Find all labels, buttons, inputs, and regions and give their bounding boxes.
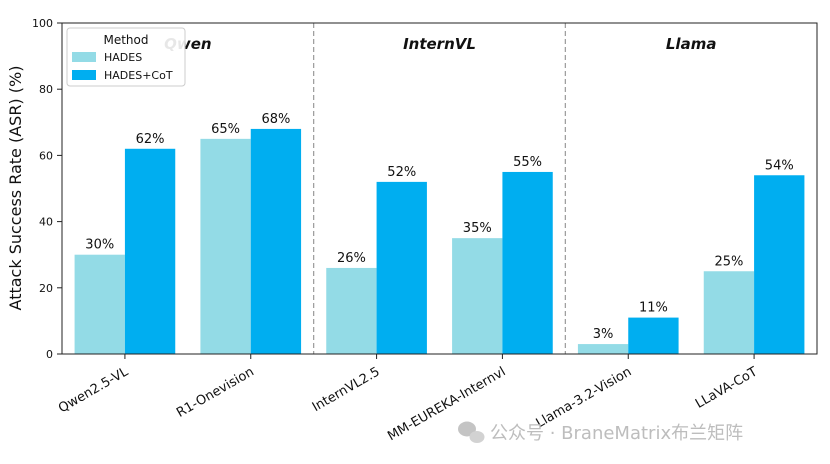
bar-hades-cot-llama-3-2-vision <box>628 317 679 354</box>
bar-hades-internvl2-5 <box>326 267 377 354</box>
bar-hades-cot-qwen2-5-vl <box>124 148 176 354</box>
data-label-hades-cot-qwen2-5-vl: 62% <box>136 132 165 147</box>
legend-swatch-hades-cot <box>72 70 96 80</box>
data-label-hades-llava-cot: 25% <box>714 254 743 269</box>
x-tick-label: Qwen2.5-VL <box>56 364 132 416</box>
plot-frame <box>61 22 818 355</box>
data-label-hades-cot-llama-3-2-vision: 11% <box>639 301 668 316</box>
group-title-llama: Llama <box>666 35 717 53</box>
legend-label-hades: HADES <box>104 51 142 64</box>
watermark-text: 公众号 · BraneMatrix布兰矩阵 <box>490 423 743 444</box>
bar-hades-r1-onevision <box>200 138 251 354</box>
bar-hades-cot-internvl2-5 <box>376 181 427 354</box>
y-tick-label: 20 <box>39 282 53 295</box>
data-label-hades-cot-internvl2-5: 52% <box>387 165 416 180</box>
group-title-internvl: InternVL <box>403 35 476 53</box>
legend-label-hades-cot: HADES+CoT <box>104 69 173 82</box>
bar-hades-mm-eureka-internvl <box>452 238 503 354</box>
bar-hades-llava-cot <box>703 271 755 354</box>
watermark: 公众号 · BraneMatrix布兰矩阵 <box>458 421 743 444</box>
legend: Method HADES HADES+CoT <box>66 27 186 87</box>
data-label-hades-internvl2-5: 26% <box>337 251 366 266</box>
x-tick-label: R1-Onevision <box>174 364 257 420</box>
data-label-hades-mm-eureka-internvl: 35% <box>463 221 492 236</box>
y-tick-label: 0 <box>46 348 53 361</box>
data-label-hades-r1-onevision: 65% <box>211 122 240 137</box>
y-tick-label: 80 <box>39 83 53 96</box>
x-tick-label: LLaVA-CoT <box>693 364 760 411</box>
group-titles: Qwen InternVL Llama <box>164 35 716 53</box>
legend-title: Method <box>103 33 148 47</box>
bar-hades-qwen2-5-vl <box>74 254 125 354</box>
legend-box <box>66 27 186 87</box>
group-separators <box>313 23 566 354</box>
data-label-hades-llama-3-2-vision: 3% <box>593 327 614 342</box>
data-label-hades-qwen2-5-vl: 30% <box>85 238 114 253</box>
wechat-icon <box>458 421 485 443</box>
y-axis-title: Attack Success Rate (ASR) (%) <box>6 66 25 311</box>
bar-hades-llama-3-2-vision <box>577 344 629 354</box>
x-tick-label: InternVL2.5 <box>310 364 383 415</box>
y-tick-label: 60 <box>39 149 53 162</box>
x-tick-label: Llama-3.2-Vision <box>534 364 635 431</box>
data-label-hades-cot-llava-cot: 54% <box>765 158 794 173</box>
bars-layer <box>74 128 805 354</box>
y-tick-label: 40 <box>39 216 53 229</box>
legend-swatch-hades <box>72 52 96 62</box>
y-axis: 0 20 40 60 80 100 <box>32 17 62 361</box>
y-tick-label: 100 <box>32 17 53 30</box>
data-label-hades-cot-r1-onevision: 68% <box>261 112 290 127</box>
bar-hades-cot-r1-onevision <box>250 128 302 354</box>
bar-hades-cot-mm-eureka-internvl <box>502 171 553 354</box>
bar-hades-cot-llava-cot <box>754 175 805 354</box>
data-label-hades-cot-mm-eureka-internvl: 55% <box>513 155 542 170</box>
data-labels: 30% 62% 65% 68% 26% 52% 35% 55% 3% 11% 25% 54% <box>85 112 793 342</box>
